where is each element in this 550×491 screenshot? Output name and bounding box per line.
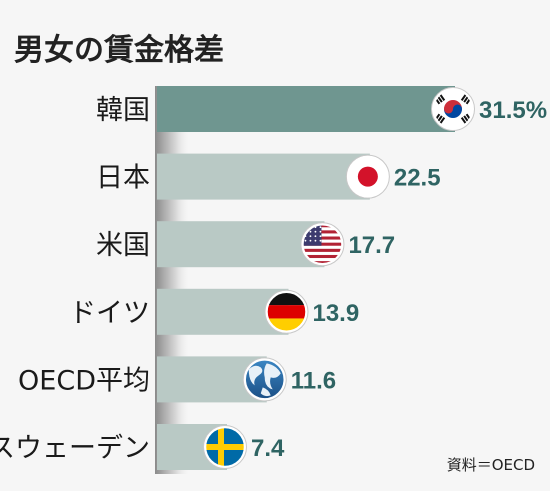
value-label: 11.6: [291, 367, 336, 394]
category-label: スウェーデン: [0, 433, 150, 464]
value-label: 22.5: [394, 165, 441, 192]
value-label: 17.7: [348, 232, 395, 259]
category-label: ドイツ: [69, 298, 150, 329]
value-label: 13.9: [312, 300, 359, 327]
category-label: OECD平均: [18, 365, 150, 396]
source-note: 資料＝OECD: [447, 456, 535, 474]
bars-group: 韓国 31.5% 日本 22.5 米国 17.7 ドイツ 13.9 OECD平均 11.6 スウェー…: [0, 86, 547, 470]
value-label: 7.4: [251, 435, 285, 462]
category-label: 日本: [96, 163, 150, 194]
value-label: 31.5%: [479, 97, 547, 124]
axis-shadow: [155, 86, 189, 474]
bar: [157, 86, 455, 132]
bar: [157, 221, 325, 268]
chart-title: 男女の賃金格差: [14, 33, 224, 68]
category-label: 韓国: [96, 95, 150, 126]
bar: [157, 153, 370, 200]
category-label: 米国: [96, 230, 150, 261]
